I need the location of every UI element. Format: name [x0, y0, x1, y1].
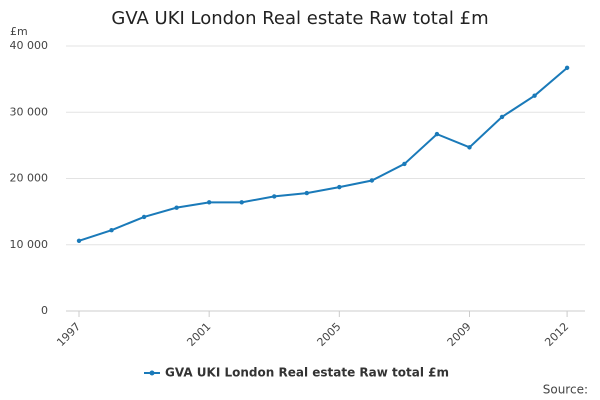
point: [467, 145, 472, 150]
y-axis-unit: £m: [10, 25, 28, 38]
series-line: [78, 67, 568, 242]
point: [532, 93, 537, 98]
point: [272, 194, 277, 199]
y-tick-label: 0: [41, 304, 48, 317]
legend-label: GVA UKI London Real estate Raw total £m: [165, 366, 449, 380]
x-tick-label: 1997: [54, 320, 83, 349]
source: Source:: [543, 383, 588, 397]
point: [434, 131, 440, 137]
point: [499, 114, 505, 120]
point: [239, 200, 244, 205]
point: [304, 190, 309, 196]
point: [402, 161, 407, 167]
chart-title: GVA UKI London Real estate Raw total £m: [111, 8, 488, 29]
y-tick-label: 20 000: [10, 172, 49, 185]
x-tick-label: 2012: [542, 320, 571, 349]
x-tick-label: 2001: [184, 320, 213, 349]
point: [141, 214, 147, 220]
point: [174, 205, 179, 210]
legend-marker: [149, 370, 155, 376]
x-tick-label: 2009: [445, 320, 474, 349]
y-tick-label: 40 000: [10, 39, 49, 52]
y-tick-label: 30 000: [10, 105, 49, 118]
point: [337, 184, 342, 190]
x-tick-label: 2005: [315, 320, 344, 349]
point: [76, 238, 82, 243]
point: [564, 65, 570, 71]
y-tick-label: 10 000: [10, 238, 49, 251]
point: [369, 178, 375, 183]
point: [109, 227, 114, 233]
point: [206, 200, 212, 205]
